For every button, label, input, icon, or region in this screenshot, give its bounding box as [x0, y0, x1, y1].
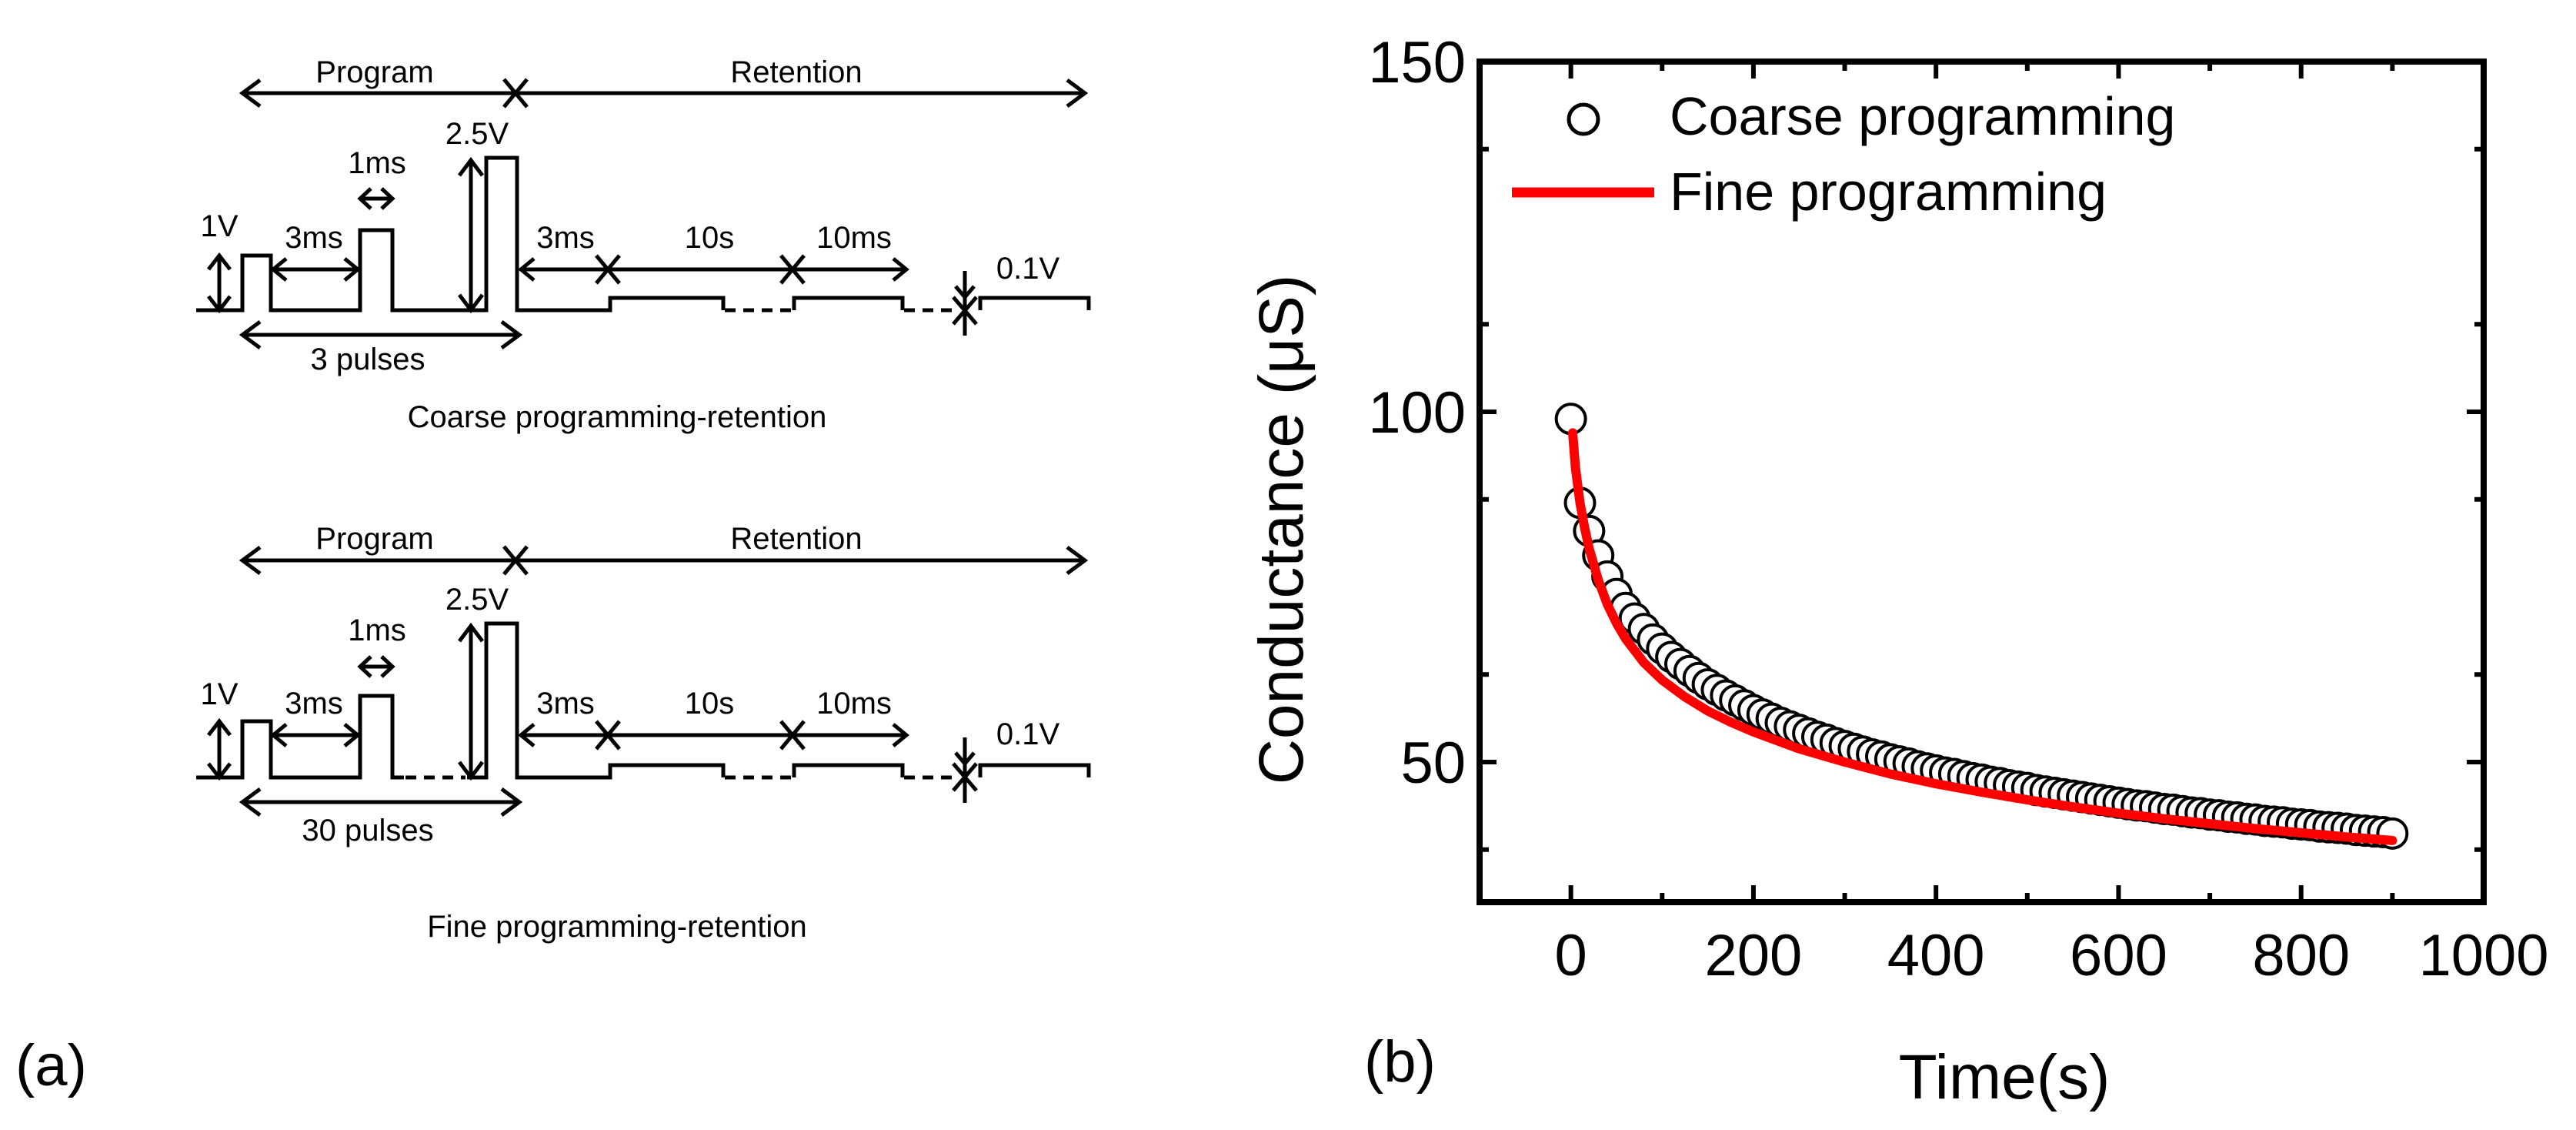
fine-10ms-label: 10ms: [816, 687, 892, 720]
axes: 0 200 400 600 800 1000 50 100 150: [1368, 30, 2548, 988]
coarse-1v-label: 1V: [201, 209, 239, 243]
fine-scheme: [196, 545, 1091, 817]
y-tick-label: 50: [1400, 730, 1466, 796]
panel-a: [196, 78, 1091, 817]
legend-label-fine: Fine programming: [1670, 162, 2107, 222]
fine-10s-label: 10s: [685, 687, 735, 720]
data-marks: [1554, 403, 2409, 850]
fine-3ms-label: 3ms: [285, 687, 343, 720]
fine-program-label: Program: [315, 522, 433, 556]
coarse-0p1v-label: 0.1V: [996, 252, 1060, 286]
fine-retention-label: Retention: [730, 522, 862, 556]
legend-label-coarse: Coarse programming: [1670, 86, 2175, 146]
x-tick-label: 600: [2070, 923, 2167, 988]
chart-panel-b: 0 200 400 600 800 1000 50 100 150 Coarse program…: [1246, 30, 2549, 1112]
x-axis-label: Time(s): [1899, 1042, 2111, 1112]
coarse-3ms-label: 3ms: [285, 221, 343, 255]
x-tick-label: 400: [1887, 923, 1985, 988]
fine-pulses-label: 30 pulses: [302, 814, 433, 848]
coarse-10ms-label: 10ms: [816, 221, 892, 255]
fine-1v-label: 1V: [201, 677, 239, 711]
x-tick-label: 800: [2252, 923, 2350, 988]
coarse-2p5v-label: 2.5V: [445, 117, 509, 151]
coarse-program-label: Program: [315, 55, 433, 89]
coarse-scheme: [196, 78, 1091, 350]
fine-caption: Fine programming-retention: [427, 910, 807, 944]
coarse-pulses-label: 3 pulses: [311, 343, 425, 376]
plot-frame: [1477, 59, 2487, 905]
fine-2p5v-label: 2.5V: [445, 583, 509, 617]
x-tick-label: 1000: [2418, 923, 2548, 988]
coarse-3ms-after-label: 3ms: [536, 221, 595, 255]
x-tick-label: 0: [1554, 923, 1587, 988]
panel-a-label: (a): [15, 1033, 87, 1098]
panel-a-labels: Program Retention 1V 3ms 1ms 2.5V 3ms 10…: [201, 55, 1060, 944]
fine-1ms-label: 1ms: [348, 613, 406, 647]
fine-series-line: [1568, 428, 2397, 845]
panel-b-label: (b): [1364, 1029, 1436, 1095]
coarse-retention-label: Retention: [730, 55, 862, 89]
fine-3ms-after-label: 3ms: [536, 687, 595, 720]
coarse-1ms-label: 1ms: [348, 146, 406, 180]
legend: Coarse programming Fine programming: [1512, 86, 2175, 222]
y-tick-label: 150: [1368, 30, 1466, 95]
fine-0p1v-label: 0.1V: [996, 717, 1060, 751]
coarse-10s-label: 10s: [685, 221, 735, 255]
y-axis-label: Conductance (μS): [1246, 275, 1316, 785]
legend-marker-coarse: [1567, 102, 1600, 136]
coarse-caption: Coarse programming-retention: [408, 400, 827, 434]
y-tick-label: 100: [1368, 380, 1466, 446]
x-tick-label: 200: [1705, 923, 1803, 988]
